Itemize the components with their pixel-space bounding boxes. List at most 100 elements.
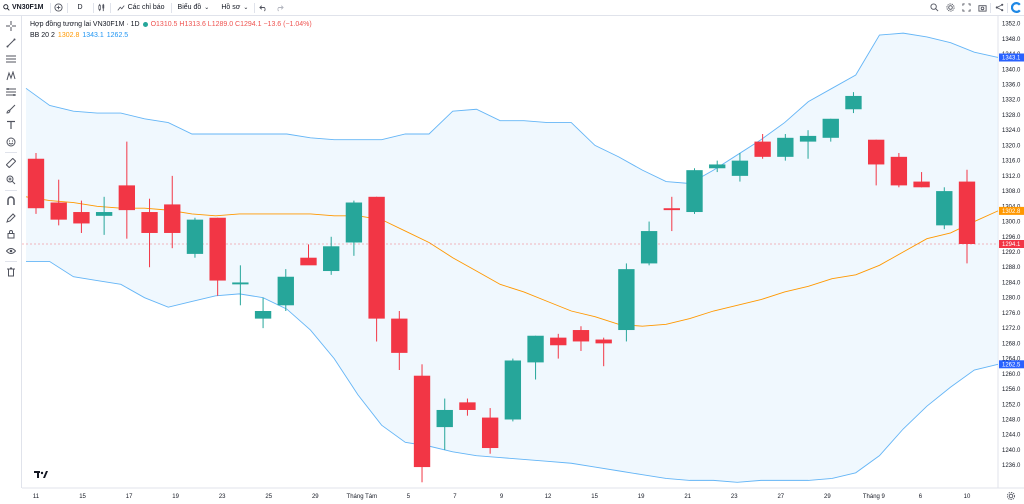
share-icon bbox=[995, 3, 1003, 12]
candle-body bbox=[595, 339, 612, 344]
candle bbox=[368, 196, 385, 342]
toolbar-divider bbox=[990, 2, 991, 13]
crosshair-tool[interactable] bbox=[0, 18, 22, 35]
measure-tool[interactable] bbox=[0, 155, 22, 172]
candle-body bbox=[731, 160, 749, 176]
candle-body bbox=[618, 269, 635, 331]
zoom-tool[interactable] bbox=[0, 172, 22, 189]
bb-basis-line bbox=[25, 196, 999, 327]
y-tick-label: 1296.0 bbox=[1002, 235, 1021, 241]
pattern-tool[interactable] bbox=[0, 68, 22, 85]
candle-body bbox=[686, 170, 703, 213]
lock-drawings-tool[interactable] bbox=[0, 226, 22, 243]
profile-button[interactable]: Hồ sơ ⌄ bbox=[215, 0, 254, 16]
candle-body bbox=[413, 375, 431, 468]
x-tick-label: 21 bbox=[684, 494, 691, 500]
candle bbox=[731, 153, 749, 182]
candle bbox=[95, 196, 113, 235]
chevron-down-icon: ⌄ bbox=[204, 5, 210, 11]
candle bbox=[300, 244, 317, 266]
pattern-icon bbox=[6, 70, 16, 80]
brand-c-icon bbox=[1010, 2, 1021, 13]
x-tick-label: 23 bbox=[731, 494, 738, 500]
candle bbox=[550, 333, 567, 359]
x-tick-label: 25 bbox=[265, 494, 272, 500]
stay-in-drawing-tool[interactable] bbox=[0, 210, 22, 227]
candle bbox=[754, 134, 771, 159]
x-tick-label: 19 bbox=[172, 494, 179, 500]
candle-body bbox=[164, 204, 181, 233]
y-tick-label: 1240.0 bbox=[1002, 448, 1021, 454]
candle-body bbox=[799, 135, 817, 142]
text-tool[interactable] bbox=[0, 117, 22, 134]
x-tick-label: Tháng 9 bbox=[863, 494, 886, 500]
axis-settings-icon[interactable] bbox=[1006, 491, 1016, 501]
candle-body bbox=[73, 212, 90, 224]
y-tick-label: 1260.0 bbox=[1002, 372, 1021, 378]
brush-tool[interactable] bbox=[0, 101, 22, 118]
undo-button[interactable] bbox=[255, 0, 271, 16]
candle bbox=[73, 200, 90, 233]
interval-label: D bbox=[77, 4, 83, 11]
hide-drawings-tool[interactable] bbox=[0, 243, 22, 260]
candle-style-button[interactable] bbox=[94, 0, 110, 16]
top-toolbar: VN30F1M D Các chỉ báo Biểu đồ ⌄ Hồ sơ ⌄ bbox=[0, 0, 1024, 16]
candle-body bbox=[550, 337, 567, 346]
x-tick-label: 27 bbox=[777, 494, 784, 500]
y-tick-label: 1248.0 bbox=[1002, 417, 1021, 423]
compare-symbol-button[interactable] bbox=[51, 0, 67, 16]
y-tick-label: 1320.0 bbox=[1002, 143, 1021, 149]
candle bbox=[936, 187, 953, 230]
fullscreen-button[interactable] bbox=[958, 0, 974, 16]
horizontal-lines-tool[interactable] bbox=[0, 51, 22, 68]
legend-bb-row[interactable]: BB 20 2 1302.8 1343.1 1262.5 bbox=[30, 30, 312, 41]
y-tick-label: 1272.0 bbox=[1002, 326, 1021, 332]
x-tick-label: 12 bbox=[545, 494, 552, 500]
candle bbox=[618, 263, 635, 342]
toolbar-divider bbox=[1007, 2, 1008, 13]
x-tick-label: 29 bbox=[824, 494, 831, 500]
y-tick-label: 1300.0 bbox=[1002, 220, 1021, 226]
candle bbox=[436, 398, 453, 450]
market-status-icon bbox=[142, 22, 148, 27]
profile-label: Hồ sơ bbox=[221, 4, 241, 11]
quick-search-button[interactable] bbox=[926, 0, 942, 16]
drawing-toolbar bbox=[0, 16, 22, 488]
redo-button[interactable] bbox=[271, 0, 287, 16]
x-tick-label: 9 bbox=[500, 494, 504, 500]
candle bbox=[799, 130, 817, 159]
bb-lower-line bbox=[26, 261, 999, 483]
y-tick-label: 1244.0 bbox=[1002, 433, 1021, 439]
interval-button[interactable]: D bbox=[68, 0, 93, 16]
share-button[interactable] bbox=[991, 0, 1007, 16]
remove-drawings-tool[interactable] bbox=[0, 264, 22, 281]
indicators-button[interactable]: Các chỉ báo bbox=[111, 0, 171, 16]
y-tick-label: 1340.0 bbox=[1002, 67, 1021, 73]
snapshot-button[interactable] bbox=[974, 0, 990, 16]
toolbar-divider bbox=[5, 190, 17, 191]
magnet-tool[interactable] bbox=[0, 193, 22, 210]
fib-tool[interactable] bbox=[0, 84, 22, 101]
pencil-lock-icon bbox=[6, 213, 16, 223]
candle-body bbox=[663, 208, 680, 211]
x-tick-label: 15 bbox=[79, 494, 86, 500]
legend-title: Hợp đồng tương lai VN30F1M · 1D bbox=[30, 20, 140, 28]
chart-type-button[interactable]: Biểu đồ ⌄ bbox=[172, 0, 216, 16]
trend-line-tool[interactable] bbox=[0, 35, 22, 52]
candle bbox=[777, 134, 794, 161]
candle bbox=[845, 92, 862, 114]
candle-body bbox=[481, 417, 499, 449]
candle-body bbox=[323, 246, 340, 272]
emoji-tool[interactable] bbox=[0, 134, 22, 151]
legend-ohlc: O1310.5 H1313.6 L1289.0 C1294.1 −13.6 (−… bbox=[150, 20, 312, 28]
symbol-search[interactable]: VN30F1M bbox=[0, 0, 50, 16]
candle bbox=[323, 236, 340, 275]
bb-upper-value: 1343.1 bbox=[82, 31, 104, 39]
symbol-label: VN30F1M bbox=[12, 4, 44, 11]
bb-upper-line bbox=[25, 32, 999, 184]
settings-button[interactable] bbox=[942, 0, 958, 16]
fibonacci-icon bbox=[6, 88, 16, 97]
y-tick-label: 1292.0 bbox=[1002, 250, 1021, 256]
